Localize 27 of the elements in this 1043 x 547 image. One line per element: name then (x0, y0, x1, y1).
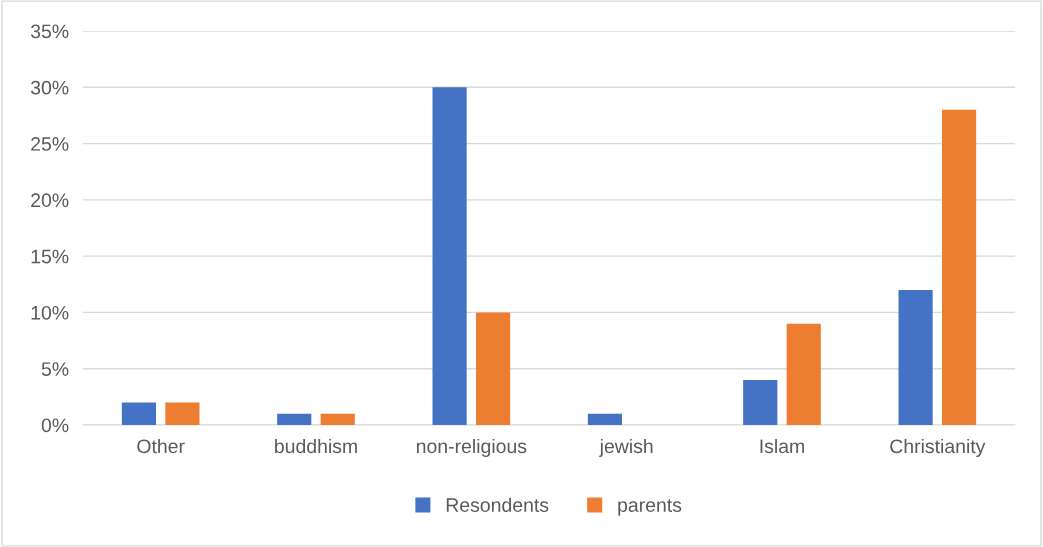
bar (743, 379, 778, 425)
y-tick-label: 25% (31, 137, 69, 151)
bar (786, 323, 821, 425)
bar (475, 312, 511, 425)
bar (320, 413, 355, 425)
x-tick-label: Islam (760, 438, 804, 454)
x-tick-label: non-religious (416, 438, 527, 458)
x-tick-label: buddhism (275, 438, 357, 454)
y-tick-label: 10% (31, 305, 69, 320)
x-tick-label: Christianity (890, 438, 986, 458)
bar (587, 413, 623, 425)
bar (898, 289, 933, 425)
bar (941, 109, 977, 425)
y-tick-label: 5% (41, 362, 69, 376)
x-tick-label: Other (137, 438, 185, 454)
y-tick-label: 20% (31, 193, 69, 208)
legend-label: parents (618, 499, 682, 516)
y-tick-label: 15% (31, 249, 69, 264)
bar (432, 87, 467, 425)
y-tick-label: 30% (30, 80, 69, 95)
x-tick-label: jewish (599, 438, 653, 458)
y-tick-label: 0% (41, 418, 69, 433)
bar (121, 402, 157, 425)
legend-label: Resondents (446, 497, 549, 512)
bar (165, 402, 200, 425)
bar (277, 413, 312, 425)
y-tick-label: 35% (30, 24, 69, 39)
